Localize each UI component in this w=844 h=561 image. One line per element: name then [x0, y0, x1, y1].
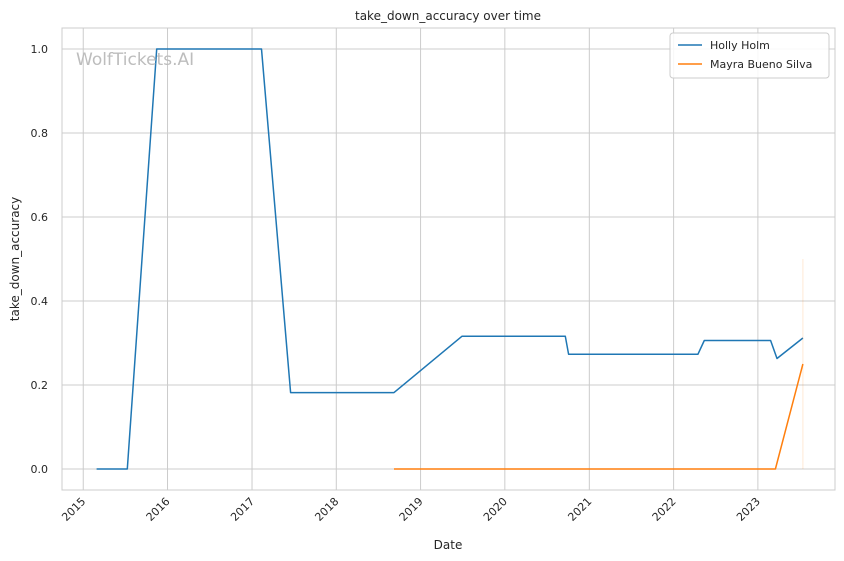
x-tick-label: 2020 [481, 495, 510, 524]
legend-label-mayra-bueno-silva: Mayra Bueno Silva [710, 58, 812, 71]
x-axis-label: Date [434, 538, 463, 552]
x-tick-label: 2022 [650, 495, 679, 524]
y-axis-label: take_down_accuracy [8, 197, 22, 321]
x-tick-label: 2021 [565, 495, 594, 524]
x-tick-label: 2015 [59, 495, 88, 524]
legend-label-holly-holm: Holly Holm [710, 39, 770, 52]
x-tick-label: 2016 [144, 495, 173, 524]
x-axis-ticks: 2015 2016 2017 2018 2019 2020 2021 2022 2023 [59, 495, 763, 524]
series-layer [96, 48, 804, 470]
series-line-holly-holm [96, 48, 804, 470]
x-tick-label: 2018 [312, 495, 341, 524]
y-tick-label: 0.2 [31, 379, 49, 392]
x-tick-label: 2019 [397, 495, 426, 524]
y-tick-label: 1.0 [31, 43, 49, 56]
y-tick-label: 0.0 [31, 463, 49, 476]
plot-background [62, 28, 835, 490]
y-tick-label: 0.8 [31, 127, 49, 140]
y-tick-label: 0.4 [31, 295, 49, 308]
watermark: WolfTickets.AI [76, 50, 194, 70]
plot-frame [61, 27, 836, 491]
y-axis-ticks: 0.0 0.2 0.4 0.6 0.8 1.0 [31, 43, 49, 476]
legend-box [669, 32, 830, 79]
series-line-mayra-bueno-silva [394, 363, 804, 470]
legend: Holly Holm Mayra Bueno Silva [669, 32, 830, 79]
chart-title: take_down_accuracy over time [355, 9, 541, 23]
x-tick-label: 2017 [228, 495, 257, 524]
x-tick-label: 2023 [734, 495, 763, 524]
y-tick-label: 0.6 [31, 211, 49, 224]
